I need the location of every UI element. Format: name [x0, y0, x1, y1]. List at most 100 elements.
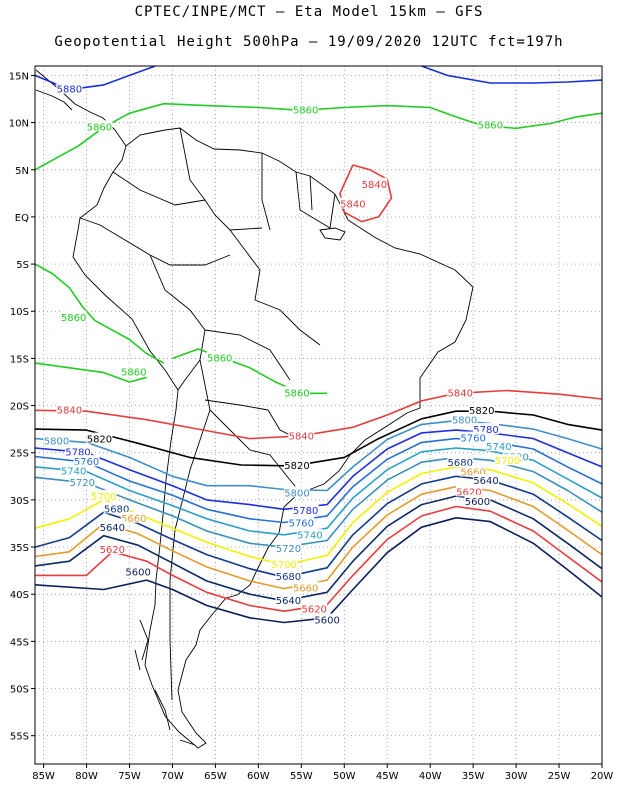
- contour-label: 5760: [74, 457, 99, 468]
- contour-label-bg: [271, 557, 298, 569]
- tick-label-lat: EQ: [15, 213, 29, 224]
- contour-label-bg: [284, 458, 311, 470]
- contour-label-bg: [120, 365, 147, 377]
- contour-label-bg: [86, 432, 113, 444]
- contour-label-bg: [275, 593, 302, 605]
- contour-label: 5780: [473, 425, 498, 436]
- contour-label: 5820: [284, 461, 309, 472]
- contour-label: 5740: [61, 467, 86, 478]
- tick-label-lat: 25S: [10, 449, 29, 460]
- contour-label-bg: [451, 413, 478, 425]
- contour-label: 5640: [473, 476, 498, 487]
- contour-label: 5600: [465, 497, 490, 508]
- chart-title-line-2: Geopotential Height 500hPa – 19/09/2020 …: [54, 34, 564, 50]
- contour-5780: [34, 429, 603, 511]
- contour-label: 5860: [87, 122, 112, 133]
- contour-label-bg: [90, 490, 117, 502]
- contour-label: 5860: [61, 313, 86, 324]
- plot-frame: [34, 65, 603, 765]
- tick-label-lon: 55W: [290, 771, 313, 782]
- contour-label-bg: [460, 431, 487, 443]
- contour-label: 5680: [104, 504, 129, 515]
- contour-label: 5760: [289, 518, 314, 529]
- contour-label-bg: [69, 475, 96, 487]
- tick-label-lon: 20W: [591, 771, 614, 782]
- tick-label-lat: 15S: [10, 354, 29, 365]
- contour-label-bg: [473, 423, 500, 435]
- tick-label-lat: 30S: [10, 496, 29, 507]
- tick-label-lon: 25W: [548, 771, 571, 782]
- contour-5800: [34, 419, 603, 492]
- contour-5860: [34, 263, 165, 364]
- contour-label-bg: [288, 429, 315, 441]
- tick-label-lon: 50W: [333, 771, 356, 782]
- contour-label-bg: [284, 486, 311, 498]
- contour-label: 5700: [271, 560, 296, 571]
- contour-label: 5700: [91, 492, 116, 503]
- contour-label: 5680: [448, 458, 473, 469]
- contour-label-bg: [494, 454, 521, 466]
- contour-label: 5760: [460, 434, 485, 445]
- contour-label: 5860: [121, 368, 146, 379]
- tick-label-lon: 35W: [462, 771, 485, 782]
- tick-label-lat: 20S: [10, 402, 29, 413]
- contour-label: 5860: [293, 105, 318, 116]
- contour-5640: [34, 495, 603, 602]
- contour-label: 5840: [448, 388, 473, 399]
- contour-label-bg: [447, 386, 474, 398]
- plot-area: [35, 66, 602, 764]
- coastline-south-america: [72, 127, 474, 749]
- tick-label-lat: 55S: [10, 732, 29, 743]
- contour-label: 5840: [289, 432, 314, 443]
- contour-label: 5620: [301, 604, 326, 615]
- tick-label-lat: 40S: [10, 590, 29, 601]
- contour-label: 5740: [486, 442, 511, 453]
- contour-label-bg: [301, 602, 328, 614]
- contour-label: 5720: [70, 478, 95, 489]
- contour-label-bg: [455, 485, 482, 497]
- contour-label-bg: [60, 464, 87, 476]
- contour-label: 5840: [340, 200, 365, 211]
- contour-label: 5800: [452, 416, 477, 427]
- contour-label: 5780: [65, 448, 90, 459]
- contour-5720: [34, 456, 603, 548]
- contour-label: 5660: [460, 468, 485, 479]
- contour-label-bg: [275, 570, 302, 582]
- contour-label-bg: [86, 120, 113, 132]
- border-lines: [79, 127, 336, 701]
- tick-label-lon: 85W: [32, 771, 55, 782]
- contour-label-bg: [468, 404, 495, 416]
- tick-label-lat: 5S: [16, 260, 29, 271]
- contour-label: 5620: [100, 545, 125, 556]
- contour-label: 5700: [495, 456, 520, 467]
- tick-label-lon: 80W: [75, 771, 98, 782]
- contour-label-bg: [485, 440, 512, 452]
- chile-islands: [134, 619, 196, 746]
- contour-label-bg: [288, 516, 315, 528]
- contour-label-bg: [314, 613, 341, 625]
- contour-label-bg: [56, 403, 83, 415]
- contour-label: 5800: [284, 488, 309, 499]
- contour-labels: 5880 5860 5860 5860 5840 5840 5860 5860 5860 5860…: [43, 82, 530, 627]
- contour-label-bg: [206, 351, 233, 363]
- contour-5600: [34, 517, 603, 624]
- contour-label: 5820: [87, 435, 112, 446]
- contour-5840: [34, 389, 603, 440]
- tick-label-lat: 50S: [10, 685, 29, 696]
- contour-label: 5880: [57, 85, 82, 96]
- contour-5820: [34, 410, 603, 467]
- contour-label-bg: [120, 511, 147, 523]
- contour-label: 5800: [44, 436, 69, 447]
- tick-label-lon: 65W: [204, 771, 227, 782]
- contour-label: 5660: [293, 584, 318, 595]
- contour-label: 5860: [284, 388, 309, 399]
- contour-label-bg: [56, 82, 83, 94]
- contour-label-bg: [477, 118, 504, 130]
- tick-label-lat: 15N: [9, 71, 29, 82]
- contour-label: 5640: [100, 523, 125, 534]
- contour-label: 5600: [314, 616, 339, 627]
- contour-5880: [421, 65, 603, 84]
- contour-label-bg: [125, 565, 152, 577]
- contour-label-bg: [473, 474, 500, 486]
